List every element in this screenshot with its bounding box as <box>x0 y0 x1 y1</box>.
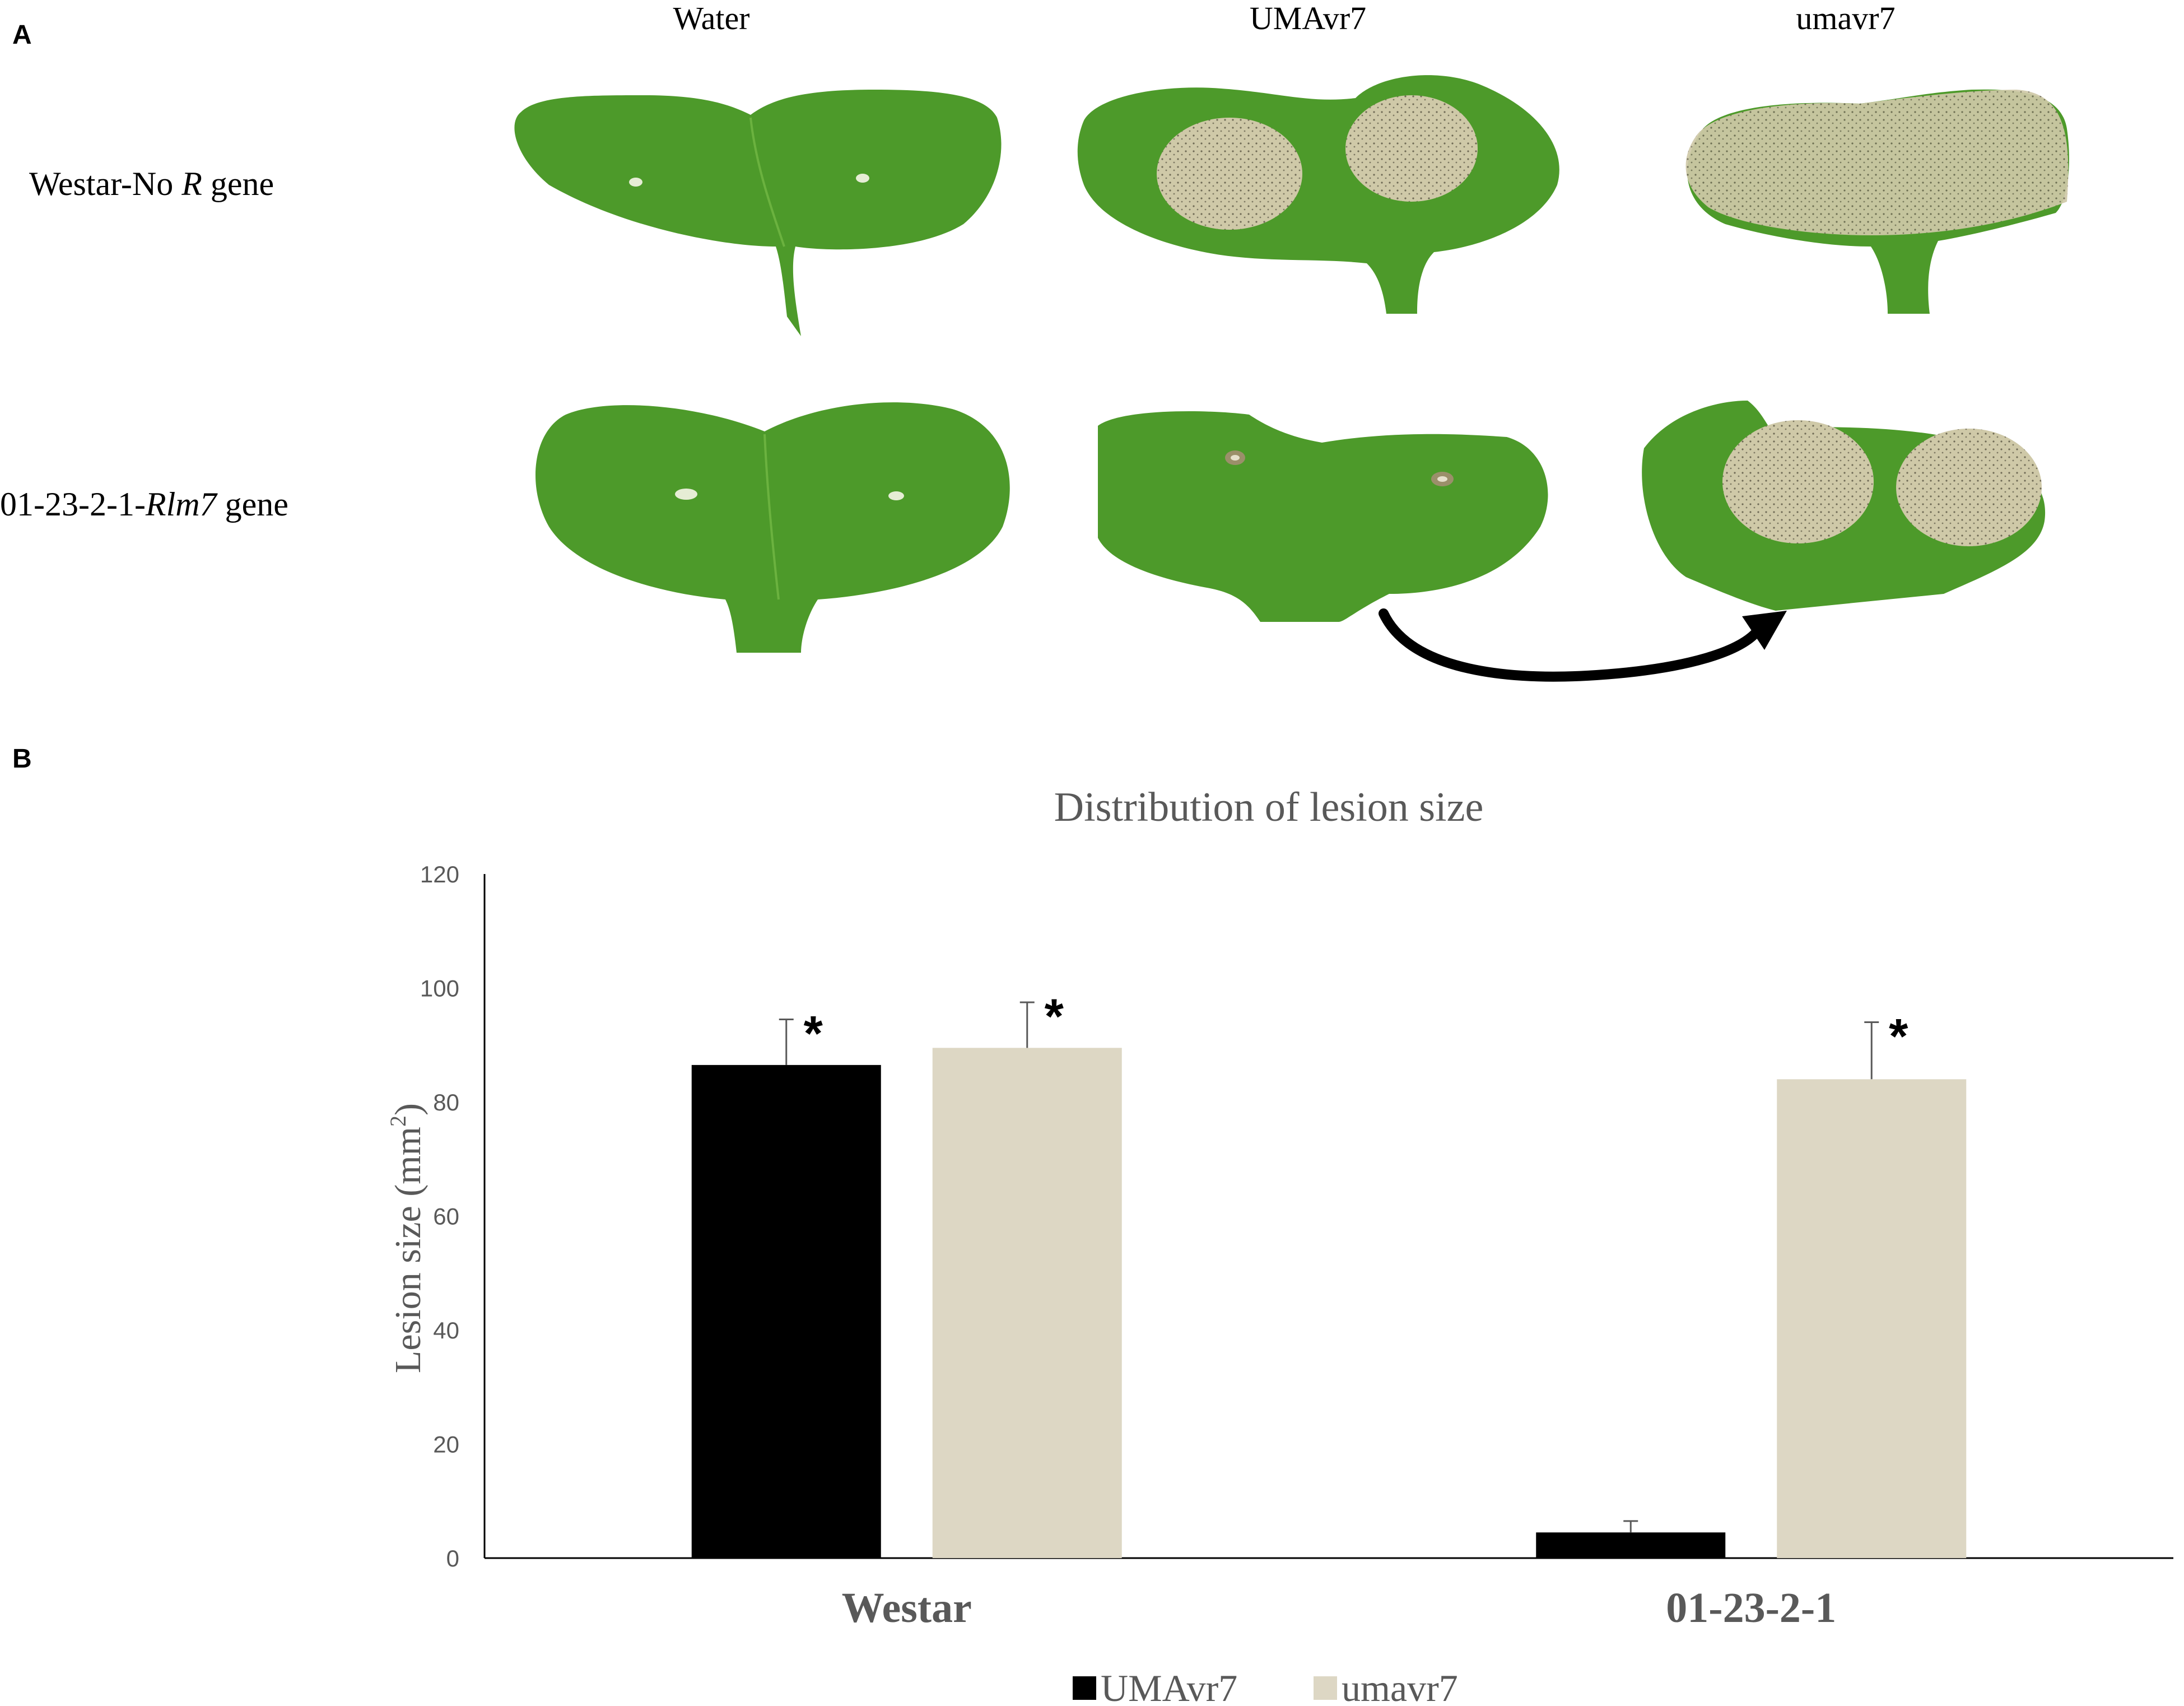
legend-label-umavr7: umavr7 <box>1342 1667 1458 1706</box>
leaf-rlm7-umavr7 <box>1642 401 2046 611</box>
column-label-water: Water <box>673 0 749 36</box>
leaf-westar-water <box>514 90 1002 336</box>
bar-UMAvr7-Westar <box>691 1064 881 1558</box>
y-tick-label: 80 <box>433 1089 459 1115</box>
significance-star-umavr7-Westar: * <box>1045 988 1064 1044</box>
y-axis-label: Lesion size (mm2) <box>385 1103 429 1373</box>
significance-star-UMAvr7-Westar: * <box>804 1005 823 1061</box>
y-axis-label-main: Lesion size (mm <box>388 1127 429 1373</box>
chart-title: Distribution of lesion size <box>1054 784 1484 830</box>
bar-umavr7-Westar <box>932 1048 1122 1558</box>
bars: * * * <box>691 988 1967 1558</box>
row-label-westar: Westar-No R gene <box>29 165 274 202</box>
row-label-rlm7: 01-23-2-1-Rlm7 gene <box>0 486 288 523</box>
row-label-rlm7-suffix: gene <box>217 486 288 523</box>
panel-a-letter: A <box>12 20 32 50</box>
y-tick-label: 40 <box>433 1317 459 1344</box>
x-category-label: Westar <box>842 1584 972 1631</box>
y-axis-label-superscript: 2 <box>385 1115 411 1127</box>
legend-swatch-umavr7 <box>1314 1676 1337 1700</box>
bar-umavr7-01-23-2-1 <box>1777 1079 1967 1558</box>
y-tick-label: 60 <box>433 1203 459 1230</box>
x-categories: Westar 01-23-2-1 <box>842 1584 1837 1631</box>
leaf-westar-UMAvr7 <box>1077 75 1559 314</box>
legend-swatch-UMAvr7 <box>1073 1676 1096 1700</box>
row-label-westar-gene: R <box>181 165 202 202</box>
leaf-rlm7-water <box>535 402 1010 653</box>
row-label-rlm7-gene: Rlm7 <box>145 486 218 523</box>
y-tick-label: 20 <box>433 1431 459 1458</box>
legend: UMAvr7 umavr7 <box>1073 1667 1458 1706</box>
column-label-umavr7: umavr7 <box>1796 0 1895 36</box>
significance-star-umavr7-01-23-2-1: * <box>1889 1008 1908 1064</box>
row-label-westar-prefix: Westar-No <box>29 165 181 202</box>
bar-UMAvr7-01-23-2-1 <box>1536 1532 1726 1558</box>
y-tick-label: 100 <box>420 975 459 1002</box>
leaf-rlm7-UMAvr7 <box>1098 411 1548 622</box>
y-axis-label-end: ) <box>388 1103 429 1115</box>
column-label-UMAvr7: UMAvr7 <box>1250 0 1366 36</box>
leaf-westar-umavr7 <box>1685 89 2069 314</box>
y-ticks: 0 20 40 60 80 100 120 <box>420 861 459 1572</box>
y-tick-label: 0 <box>446 1545 459 1572</box>
legend-label-UMAvr7: UMAvr7 <box>1101 1667 1237 1706</box>
row-label-westar-suffix: gene <box>202 165 274 202</box>
row-label-rlm7-prefix: 01-23-2-1- <box>0 486 146 523</box>
panel-b-letter: B <box>12 744 32 774</box>
curved-arrow <box>1379 608 1787 682</box>
x-category-label: 01-23-2-1 <box>1666 1584 1836 1631</box>
y-tick-label: 120 <box>420 861 459 887</box>
